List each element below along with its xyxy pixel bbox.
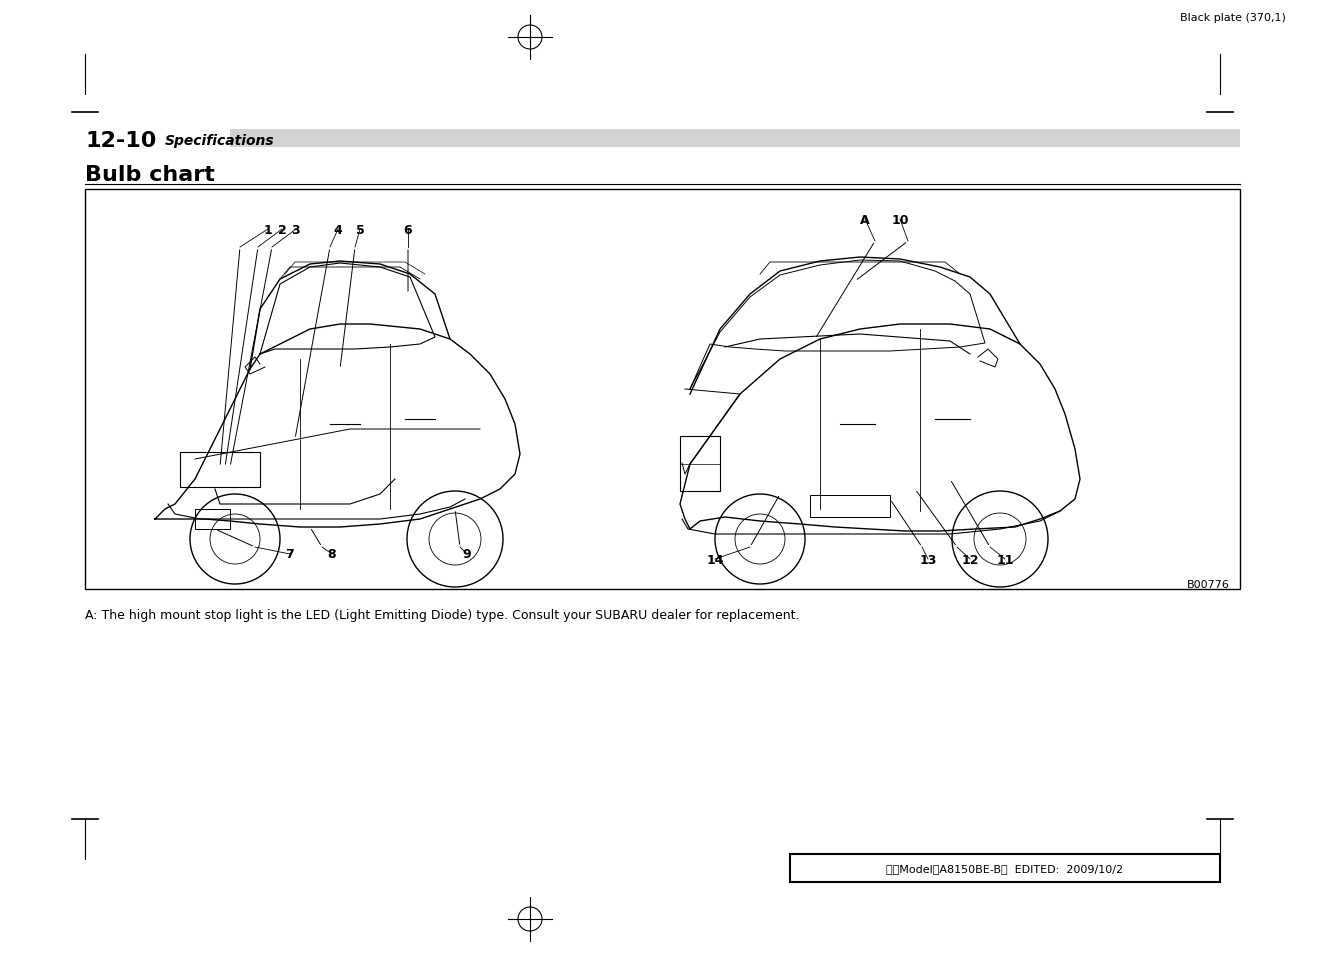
Text: 6: 6 <box>403 223 413 236</box>
Text: 12-10: 12-10 <box>85 131 157 151</box>
Text: 11: 11 <box>997 553 1014 566</box>
Text: 2: 2 <box>277 223 287 236</box>
Bar <box>85 190 1239 589</box>
Text: A: The high mount stop light is the LED (Light Emitting Diode) type. Consult you: A: The high mount stop light is the LED … <box>85 608 799 620</box>
Bar <box>809 496 890 517</box>
Bar <box>230 130 1239 148</box>
Text: 5: 5 <box>356 223 365 236</box>
Text: 7: 7 <box>285 548 295 561</box>
Text: Specifications: Specifications <box>165 133 275 148</box>
Text: B00776: B00776 <box>1188 579 1230 589</box>
Text: 10: 10 <box>892 213 909 226</box>
Bar <box>195 510 230 530</box>
Bar <box>180 453 260 488</box>
Text: Black plate (370,1): Black plate (370,1) <box>1180 13 1286 23</box>
Text: Bulb chart: Bulb chart <box>85 165 215 185</box>
Text: 1: 1 <box>264 223 272 236</box>
Text: 13: 13 <box>920 553 937 566</box>
Bar <box>679 436 721 492</box>
Text: 4: 4 <box>333 223 342 236</box>
Text: 9: 9 <box>463 548 471 561</box>
Text: 12: 12 <box>961 553 979 566</box>
Bar <box>790 854 1220 882</box>
Text: A: A <box>860 213 869 226</box>
Text: 14: 14 <box>706 553 723 566</box>
Text: 8: 8 <box>328 548 336 561</box>
Text: 3: 3 <box>292 223 300 236</box>
Text: 北米Model「A8150BE-B」  EDITED:  2009/10/2: 北米Model「A8150BE-B」 EDITED: 2009/10/2 <box>886 863 1124 873</box>
